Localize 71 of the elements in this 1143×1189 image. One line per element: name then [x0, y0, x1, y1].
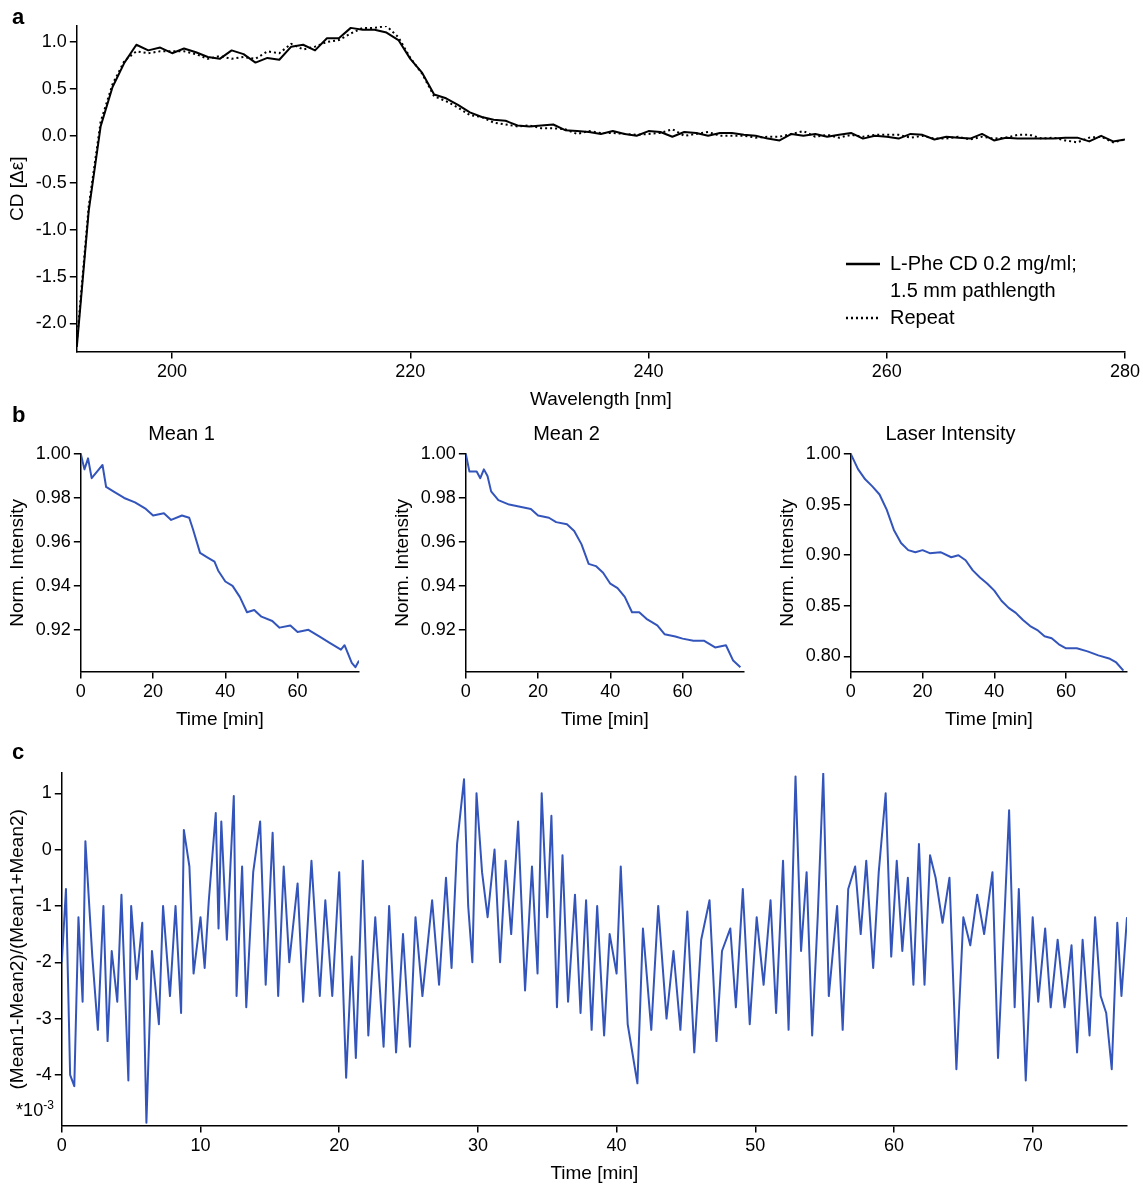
y-tick-label: 0.92 — [420, 618, 456, 639]
y-tick-label: -1.5 — [35, 265, 67, 286]
y-axis-title: Norm. Intensity — [5, 498, 27, 627]
x-tick-label: 60 — [287, 681, 308, 702]
x-tick-label: 260 — [871, 361, 902, 382]
x-tick-label: 0 — [460, 681, 471, 702]
x-tick-label: 20 — [528, 681, 549, 702]
y-tick-label: 1 — [41, 782, 52, 803]
x-tick-label: 200 — [157, 361, 188, 382]
y-tick-label: -1.0 — [35, 218, 67, 239]
x-tick-label: 20 — [143, 681, 164, 702]
y-tick-label: 0.94 — [35, 574, 71, 595]
y-tick-label: 0.96 — [420, 530, 456, 551]
x-tick-label: 30 — [467, 1135, 488, 1156]
y-tick-label: 0 — [41, 838, 52, 859]
text: c — [12, 739, 25, 765]
x-axis-title: Time [min] — [175, 707, 264, 729]
x-tick-label: 40 — [984, 681, 1005, 702]
x-tick-label: 20 — [329, 1135, 350, 1156]
y-tick-label: 0.85 — [805, 594, 841, 615]
y-axis-title: (Mean1-Mean2)/(Mean1+Mean2) — [5, 809, 27, 1090]
x-tick-label: 0 — [75, 681, 86, 702]
y-tick-label: 0.95 — [805, 493, 841, 514]
y-tick-label: 1.00 — [35, 442, 71, 463]
y-tick-label: -2 — [35, 951, 52, 972]
x-tick-label: 240 — [633, 361, 664, 382]
x-tick-label: 220 — [395, 361, 426, 382]
x-tick-label: 40 — [215, 681, 236, 702]
x-axis-title: Time [min] — [944, 707, 1033, 729]
y-tick-label: 1.00 — [805, 442, 841, 463]
y-tick-label: 0.96 — [35, 530, 71, 551]
x-axis-title: Wavelength [nm] — [529, 387, 672, 409]
x-tick-label: 60 — [1056, 681, 1077, 702]
x-tick-label: 20 — [912, 681, 933, 702]
text: b — [12, 402, 26, 428]
text: a — [12, 4, 25, 30]
y-axis-title: Norm. Intensity — [775, 498, 797, 627]
x-tick-label: 40 — [600, 681, 621, 702]
legend-label: Repeat — [889, 305, 955, 328]
y-tick-label: 1.00 — [420, 442, 456, 463]
y-tick-label: 0.90 — [805, 544, 841, 565]
x-tick-label: 70 — [1022, 1135, 1043, 1156]
chart-title: Mean 1 — [148, 421, 215, 444]
x-axis-title: Time [min] — [550, 1161, 639, 1183]
y-tick-label: -2.0 — [35, 312, 67, 333]
x-axis-title: Time [min] — [560, 707, 649, 729]
y-axis-title: CD [Δε] — [5, 156, 27, 222]
x-tick-label: 0 — [845, 681, 856, 702]
x-tick-label: 10 — [190, 1135, 211, 1156]
x-tick-label: 60 — [672, 681, 693, 702]
y-tick-label: 0.98 — [35, 486, 71, 507]
y-tick-label: 1.0 — [41, 30, 67, 51]
y-tick-label: 0.92 — [35, 618, 71, 639]
y-tick-label: 0.80 — [805, 645, 841, 666]
text: *10$^{-3}$ — [16, 1097, 54, 1121]
y-tick-label: 0.98 — [420, 486, 456, 507]
chart-title: Laser Intensity — [885, 421, 1016, 444]
y-tick-label: -1 — [35, 894, 52, 915]
y-tick-label: 0.5 — [41, 77, 67, 98]
x-tick-label: 40 — [606, 1135, 627, 1156]
y-axis-title: Norm. Intensity — [390, 498, 412, 627]
y-tick-label: -0.5 — [35, 171, 67, 192]
x-tick-label: 60 — [883, 1135, 904, 1156]
y-tick-label: -3 — [35, 1007, 52, 1028]
legend-label: L-Phe CD 0.2 mg/ml; 1.5 mm pathlength — [889, 251, 1077, 301]
x-tick-label: 280 — [1109, 361, 1141, 382]
y-tick-label: 0.0 — [41, 124, 67, 145]
chart-title: Mean 2 — [533, 421, 600, 444]
x-tick-label: 50 — [745, 1135, 766, 1156]
y-tick-label: -4 — [35, 1063, 52, 1084]
y-tick-label: 0.94 — [420, 574, 456, 595]
